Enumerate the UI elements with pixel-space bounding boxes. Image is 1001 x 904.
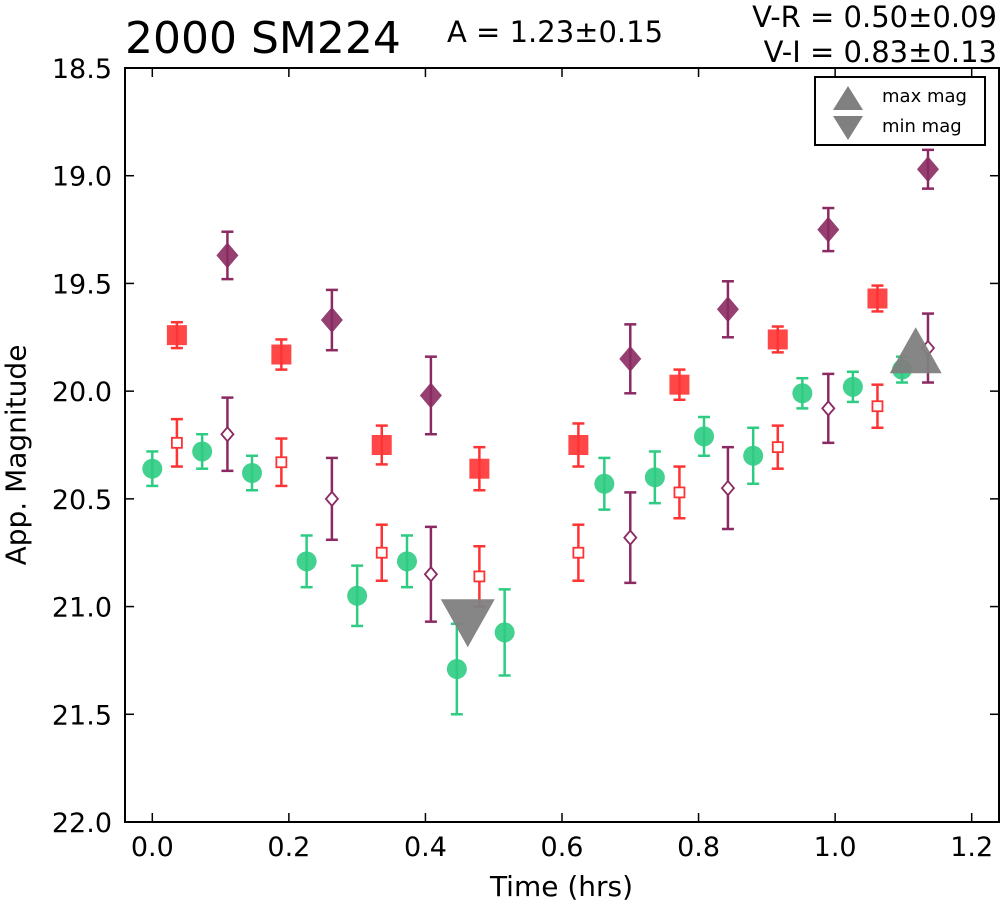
data-point [792,383,813,404]
data-point [619,345,642,372]
y-tick-label: 19.0 [52,162,112,193]
data-point [242,463,263,484]
data-point [320,307,343,334]
legend-label-min: min mag [882,116,962,137]
data-point [347,585,368,606]
data-point [767,329,788,350]
min-mag-marker [440,599,495,648]
data-point [170,436,183,449]
data-point [867,288,888,309]
series-3 [216,148,939,436]
data-point [568,435,589,455]
y-tick-label: 21.0 [52,593,112,624]
legend-label-max: max mag [882,86,967,107]
data-point [720,479,736,497]
series-1 [166,284,888,492]
data-point [623,529,638,547]
y-tick-label: 22.0 [52,808,112,839]
data-point [716,296,739,323]
x-tick-label: 0.2 [267,832,310,863]
data-point [644,467,665,488]
data-point [375,546,388,559]
y-tick-label: 20.5 [52,485,112,516]
y-axis-label: App. Magnitude [0,344,33,566]
series-2 [170,383,884,608]
data-point [324,490,340,508]
legend-item-max: max mag [816,82,986,112]
legend: max mag min mag [814,76,986,146]
data-point [494,622,515,643]
data-point [771,441,784,454]
data-point [397,551,418,572]
data-point [142,458,163,479]
data-point [216,242,239,269]
y-tick-label: 18.5 [52,54,112,85]
x-tick-label: 1.2 [950,832,993,863]
data-point [473,570,486,583]
data-point [423,565,439,583]
data-point [275,456,288,469]
x-axis-label: Time (hrs) [489,870,634,903]
x-tick-label: 0.8 [677,832,720,863]
x-tick-label: 0.6 [541,832,584,863]
triangle-up-icon [833,86,863,110]
x-tick-label: 0.4 [404,832,447,863]
series-4 [220,312,936,623]
data-point [743,445,764,466]
data-point [694,426,715,447]
y-tick-label: 21.5 [52,700,112,731]
data-point [871,400,884,413]
data-point [371,435,392,455]
data-point [669,374,690,395]
data-point [419,382,442,409]
triangle-down-icon [833,116,863,140]
data-point [821,399,836,417]
data-point [916,156,939,183]
y-tick-label: 20.0 [52,377,112,408]
y-tick-label: 19.5 [52,269,112,300]
color-vi-label: V-I = 0.83±0.13 [763,35,997,69]
color-vr-label: V-R = 0.50±0.09 [752,0,997,34]
data-point [446,659,467,680]
legend-item-min: min mag [816,112,986,142]
data-point [817,216,840,243]
amplitude-label: A = 1.23±0.15 [447,15,664,49]
data-point [469,458,490,479]
data-point [296,551,317,572]
data-point [220,425,235,443]
max-mag-marker [889,327,942,374]
x-tick-label: 1.0 [814,832,857,863]
data-point [673,486,686,499]
series-0 [142,355,913,716]
data-point [842,376,863,397]
data-point [166,325,187,346]
data-point [572,546,585,559]
data-point [192,441,213,462]
plot-frame [124,67,1000,823]
data-point [594,473,615,494]
data-point [271,344,292,365]
chart-title: 2000 SM224 [125,13,401,64]
axes: 0.0 0.2 0.4 0.6 0.8 1.0 1.2 18.5 19.0 19.5 20.0 20.… [52,54,1000,863]
x-tick-label: 0.0 [131,832,174,863]
plot-area [142,148,942,716]
